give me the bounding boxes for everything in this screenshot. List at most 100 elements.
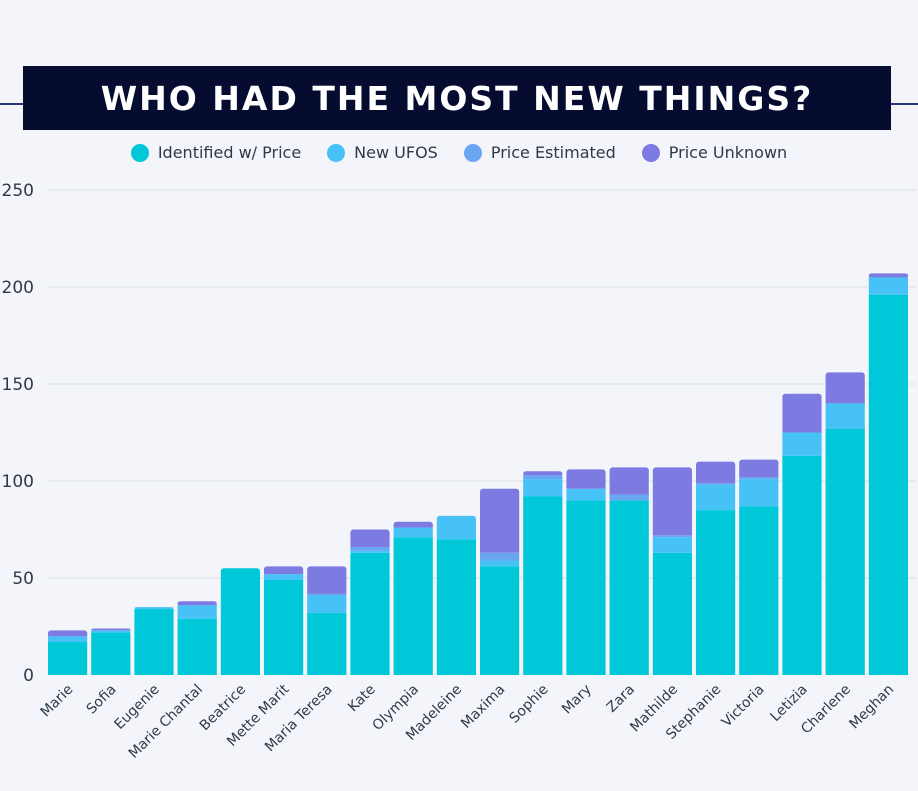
bar-stack xyxy=(782,393,822,675)
bar-segment-new-ufos xyxy=(480,560,520,567)
bar-cap xyxy=(825,372,865,379)
bar-segment-new-ufos xyxy=(436,518,476,540)
bar-cap xyxy=(307,566,347,573)
bar-segment-new-ufos xyxy=(566,488,606,501)
bar-cap xyxy=(523,471,563,476)
bar-stack xyxy=(739,459,779,675)
legend-swatch xyxy=(327,143,346,162)
bar-segment-price-estimated xyxy=(480,552,520,561)
bar-segment-identified-w-price xyxy=(652,552,692,675)
bar-segment-price-unknown xyxy=(696,464,736,483)
bar-stack xyxy=(48,630,88,675)
legend-label: Price Unknown xyxy=(668,143,788,162)
bar-cap xyxy=(696,461,736,468)
legend-label: Identified w/ Price xyxy=(157,143,302,162)
legend-swatch xyxy=(130,143,149,162)
bar-cap xyxy=(739,459,779,466)
bar-stack xyxy=(307,566,347,675)
bar-stack xyxy=(177,601,217,675)
x-tick-label: Victoria xyxy=(719,682,768,731)
x-tick-label: Sofia xyxy=(84,682,120,718)
y-axis-ticks: 0 50 100 150 200 250 xyxy=(2,181,34,686)
bar-segment-identified-w-price xyxy=(436,539,476,675)
bar-segment-price-unknown xyxy=(350,532,390,547)
title-banner: WHO HAD THE MOST NEW THINGS? xyxy=(23,66,891,130)
bar-stack xyxy=(825,372,865,675)
bar-cap xyxy=(91,628,131,631)
bar-cap xyxy=(652,467,692,474)
bar-stack xyxy=(566,469,606,675)
bar-cap xyxy=(134,607,174,610)
bar-stack xyxy=(91,628,131,675)
bar-segment-identified-w-price xyxy=(609,500,649,675)
bar-segment-price-estimated xyxy=(609,494,649,501)
chart-title: WHO HAD THE MOST NEW THINGS? xyxy=(100,78,814,118)
bar-cap xyxy=(782,393,822,400)
bar-cap xyxy=(566,469,606,476)
x-tick-label: Letizia xyxy=(767,682,810,725)
y-tick-label: 50 xyxy=(12,569,34,589)
bar-segment-identified-w-price xyxy=(264,579,304,675)
bar-stack xyxy=(868,273,908,675)
y-tick-label: 150 xyxy=(2,375,34,395)
x-tick-label: Maxima xyxy=(458,682,508,732)
bar-segment-price-unknown xyxy=(480,491,520,553)
bar-cap xyxy=(480,488,520,495)
bar-cap xyxy=(48,630,88,637)
bar-segment-identified-w-price xyxy=(523,496,563,675)
bar-stack xyxy=(220,568,260,675)
bar-cap xyxy=(177,601,217,606)
bar-cap xyxy=(393,521,433,528)
bar-segment-price-unknown xyxy=(307,569,347,594)
bar-segment-identified-w-price xyxy=(739,506,779,675)
bar-cap xyxy=(609,467,649,474)
legend-item-new-ufos: New UFOS xyxy=(327,143,438,162)
bar-stack xyxy=(523,471,563,675)
x-tick-label: Sophie xyxy=(507,682,552,727)
bar-segment-new-ufos xyxy=(48,636,88,643)
bar-stack xyxy=(436,515,476,675)
bar-segment-new-ufos xyxy=(868,277,908,295)
y-tick-label: 250 xyxy=(2,181,34,201)
bar-segment-price-unknown xyxy=(739,462,779,478)
bar-stack xyxy=(393,521,433,675)
bar-segment-identified-w-price xyxy=(393,537,433,675)
bar-cap xyxy=(436,515,476,522)
bar-segment-new-ufos xyxy=(393,527,433,538)
legend-item-price-estimated: Price Estimated xyxy=(463,143,616,162)
bar-cap xyxy=(264,566,304,573)
bar-segment-price-unknown xyxy=(652,470,692,536)
bar-segment-identified-w-price xyxy=(220,571,260,675)
bar-stack xyxy=(609,467,649,675)
bar-stack xyxy=(350,529,390,675)
bar-stack xyxy=(480,488,520,675)
bar-segment-price-estimated xyxy=(523,475,563,480)
bar-stack xyxy=(696,461,736,675)
bar-segment-new-ufos xyxy=(739,479,779,507)
bar-segment-price-estimated xyxy=(307,593,347,596)
bar-segment-identified-w-price xyxy=(825,428,865,675)
x-tick-label: Marie Chantal xyxy=(126,682,206,762)
x-tick-label: Marie xyxy=(38,682,77,721)
bars xyxy=(48,273,908,675)
bar-segment-new-ufos xyxy=(696,484,736,511)
bar-cap xyxy=(868,273,908,278)
y-tick-label: 200 xyxy=(2,278,34,298)
bar-segment-identified-w-price xyxy=(307,612,347,675)
bar-stack xyxy=(652,467,692,675)
bar-segment-identified-w-price xyxy=(480,566,520,675)
bar-segment-identified-w-price xyxy=(48,642,88,675)
bar-segment-identified-w-price xyxy=(134,609,174,675)
bar-segment-new-ufos xyxy=(264,574,304,580)
bar-segment-new-ufos xyxy=(782,432,822,456)
bar-stack xyxy=(134,607,174,675)
x-tick-label: Kate xyxy=(345,682,379,716)
legend-item-identified: Identified w/ Price xyxy=(130,143,302,162)
y-tick-label: 100 xyxy=(2,472,34,492)
legend-item-price-unknown: Price Unknown xyxy=(641,143,788,162)
bar-segment-price-unknown xyxy=(825,375,865,404)
bar-segment-identified-w-price xyxy=(177,618,217,675)
bar-segment-new-ufos xyxy=(523,479,563,497)
legend-swatch xyxy=(463,143,482,162)
